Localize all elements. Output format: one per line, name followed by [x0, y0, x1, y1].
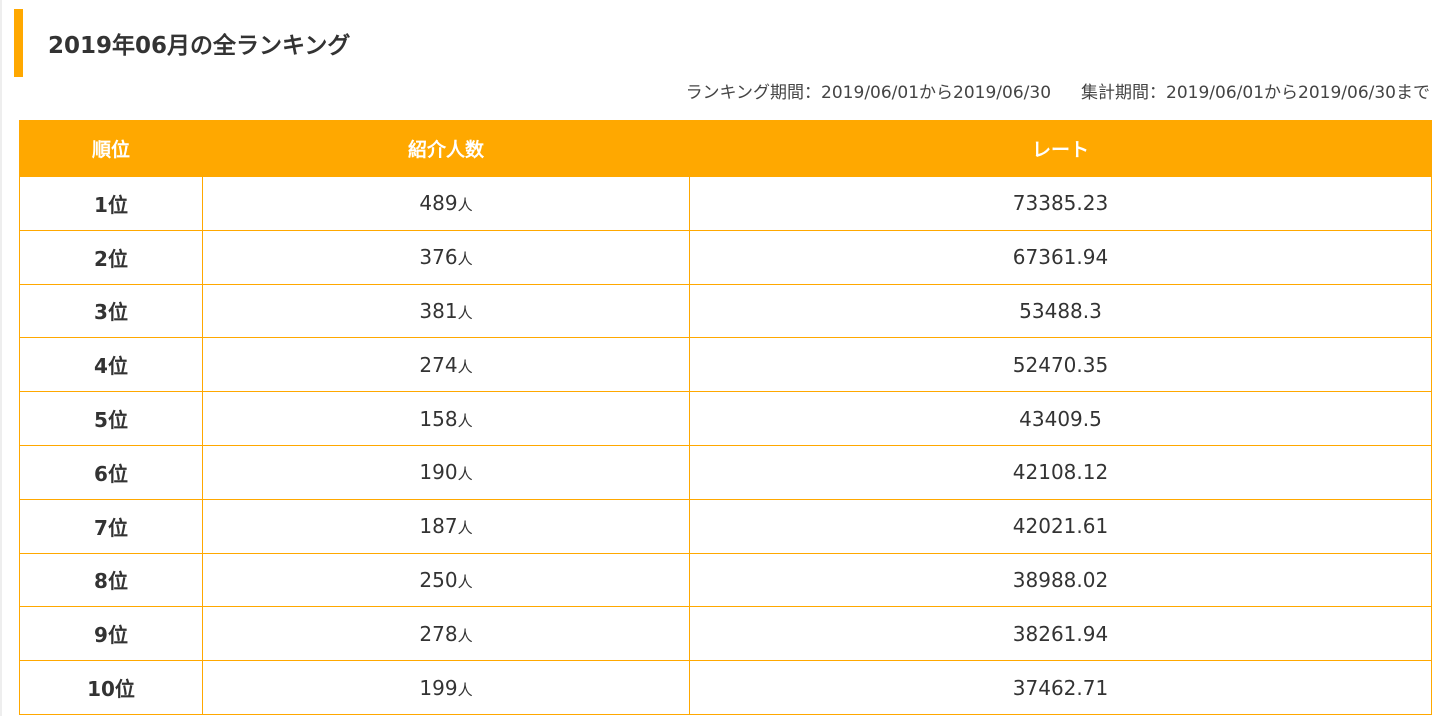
count-cell: 381人 [202, 283, 690, 339]
table-row: 6位 190人 42108.12 [19, 444, 1432, 500]
table-row: 3位 381人 53488.3 [19, 283, 1432, 339]
rank-cell: 7位 [19, 498, 203, 554]
count-cell: 274人 [202, 337, 690, 393]
ranking-table: 順位 紹介人数 レート 1位 489人 73385.23 2位 376人 673… [19, 120, 1432, 715]
count-cell: 199人 [202, 660, 690, 715]
count-unit: 人 [457, 250, 473, 269]
table-row: 5位 158人 43409.5 [19, 391, 1432, 446]
count-unit: 人 [457, 411, 473, 430]
count-unit: 人 [457, 680, 473, 699]
header-rate: レート [689, 120, 1432, 177]
table-row: 7位 187人 42021.61 [19, 498, 1432, 554]
table-row: 10位 199人 37462.71 [19, 660, 1432, 715]
rate-cell: 42021.61 [689, 498, 1432, 554]
count-cell: 187人 [202, 498, 690, 554]
count-value: 250 [419, 567, 458, 592]
rate-cell: 37462.71 [689, 660, 1432, 715]
rank-cell: 10位 [19, 660, 203, 715]
table-row: 4位 274人 52470.35 [19, 337, 1432, 393]
header-count: 紹介人数 [202, 120, 690, 177]
rate-cell: 38988.02 [689, 552, 1432, 608]
page-heading: 2019年06月の全ランキング [14, 9, 350, 77]
page-title: 2019年06月の全ランキング [48, 33, 351, 59]
rate-cell: 52470.35 [689, 337, 1432, 393]
count-value: 199 [419, 675, 458, 700]
count-value: 376 [419, 245, 458, 270]
rate-cell: 42108.12 [689, 444, 1432, 500]
count-value: 158 [419, 406, 458, 431]
count-value: 278 [419, 621, 458, 646]
count-cell: 376人 [202, 229, 690, 285]
count-value: 274 [419, 352, 458, 377]
table-row: 8位 250人 38988.02 [19, 552, 1432, 608]
rate-cell: 43409.5 [689, 391, 1432, 446]
table-row: 2位 376人 67361.94 [19, 229, 1432, 285]
count-unit: 人 [457, 626, 473, 645]
count-value: 190 [419, 460, 458, 485]
rank-cell: 5位 [19, 391, 203, 446]
count-value: 381 [419, 298, 458, 323]
count-cell: 250人 [202, 552, 690, 608]
rank-cell: 1位 [19, 176, 203, 231]
aggregation-period: 集計期間：2019/06/01から2019/06/30まで [1081, 83, 1430, 103]
table-row: 9位 278人 38261.94 [19, 606, 1432, 662]
count-unit: 人 [457, 357, 473, 376]
ranking-period: ランキング期間：2019/06/01から2019/06/30 [685, 83, 1052, 103]
rank-cell: 6位 [19, 444, 203, 500]
header-rank: 順位 [19, 120, 203, 177]
count-value: 489 [419, 191, 458, 216]
count-unit: 人 [457, 303, 473, 322]
table-row: 1位 489人 73385.23 [19, 176, 1432, 231]
left-border [0, 0, 2, 716]
rank-cell: 8位 [19, 552, 203, 608]
rank-cell: 9位 [19, 606, 203, 662]
count-cell: 190人 [202, 444, 690, 500]
count-cell: 158人 [202, 391, 690, 446]
count-value: 187 [419, 514, 458, 539]
rate-cell: 38261.94 [689, 606, 1432, 662]
count-unit: 人 [457, 572, 473, 591]
count-unit: 人 [457, 196, 473, 215]
rate-cell: 53488.3 [689, 283, 1432, 339]
rank-cell: 2位 [19, 229, 203, 285]
period-info: ランキング期間：2019/06/01から2019/06/30 集計期間：2019/… [686, 78, 1430, 103]
rank-cell: 3位 [19, 283, 203, 339]
table-header-row: 順位 紹介人数 レート [19, 120, 1432, 177]
count-cell: 489人 [202, 176, 690, 231]
rate-cell: 67361.94 [689, 229, 1432, 285]
count-unit: 人 [457, 465, 473, 484]
rank-cell: 4位 [19, 337, 203, 393]
count-cell: 278人 [202, 606, 690, 662]
count-unit: 人 [457, 519, 473, 538]
rate-cell: 73385.23 [689, 176, 1432, 231]
